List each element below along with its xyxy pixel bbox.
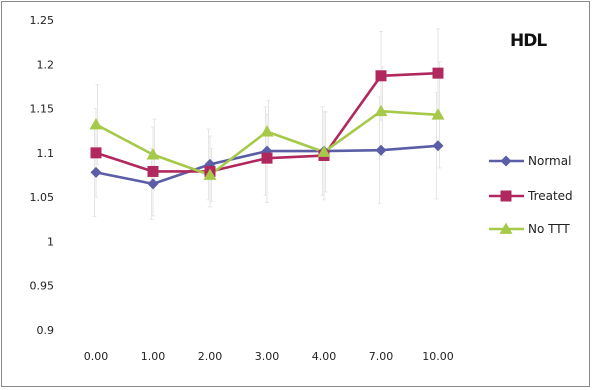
data-point-no-ttt xyxy=(260,125,274,137)
data-point-no-ttt xyxy=(89,118,103,130)
y-tick-label: 1.25 xyxy=(30,14,55,27)
legend-marker xyxy=(500,155,512,167)
legend-label: Treated xyxy=(527,189,573,203)
data-point-treated xyxy=(147,165,159,177)
x-tick-label: 1.00 xyxy=(141,350,166,363)
y-tick-label: 0.9 xyxy=(37,324,55,337)
y-tick-label: 0.95 xyxy=(30,280,55,293)
data-point-normal xyxy=(147,178,159,190)
error-bars xyxy=(92,28,442,220)
legend-label: No TTT xyxy=(528,222,570,236)
data-point-no-ttt xyxy=(317,145,331,157)
data-point-normal xyxy=(432,140,444,152)
x-axis: 0.00 1.00 2.00 3.00 4.00 7.00 10.00 xyxy=(84,350,454,363)
x-tick-label: 3.00 xyxy=(255,350,280,363)
x-tick-label: 0.00 xyxy=(84,350,109,363)
data-point-no-ttt xyxy=(146,148,160,160)
y-axis: 0.9 0.95 1 1.05 1.1 1.15 1.2 1.25 xyxy=(30,14,55,337)
x-tick-label: 10.00 xyxy=(422,350,454,363)
data-point-treated xyxy=(261,152,273,164)
x-tick-label: 7.00 xyxy=(369,350,394,363)
x-tick-label: 4.00 xyxy=(312,350,337,363)
data-point-normal xyxy=(90,166,102,178)
data-point-no-ttt xyxy=(374,104,388,117)
legend: Normal Treated No TTT xyxy=(489,154,573,236)
y-tick-label: 1 xyxy=(47,235,54,248)
legend-marker xyxy=(500,190,512,202)
y-tick-label: 1.05 xyxy=(30,191,55,204)
y-tick-label: 1.1 xyxy=(37,147,55,160)
legend-label: Normal xyxy=(528,154,571,168)
legend-marker xyxy=(499,222,513,234)
data-point-no-ttt xyxy=(431,108,445,120)
y-tick-label: 1.2 xyxy=(37,58,55,71)
data-point-treated xyxy=(90,147,102,159)
series-markers xyxy=(89,67,445,190)
data-point-no-ttt xyxy=(203,168,217,180)
data-point-treated xyxy=(375,70,387,82)
data-point-normal xyxy=(375,144,387,156)
y-tick-label: 1.15 xyxy=(30,103,55,116)
chart-title: HDL xyxy=(510,31,547,51)
data-point-treated xyxy=(432,67,444,79)
x-tick-label: 2.00 xyxy=(198,350,223,363)
